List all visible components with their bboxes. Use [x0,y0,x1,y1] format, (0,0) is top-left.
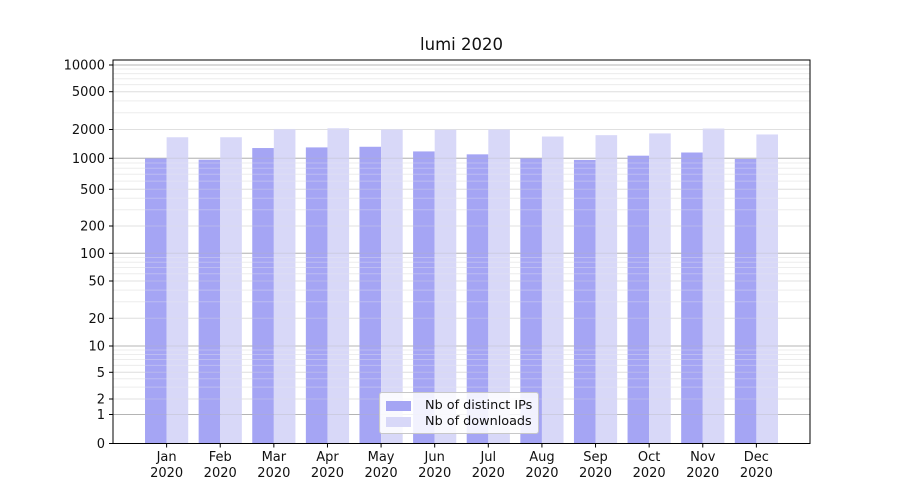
bar-downloads [166,137,189,444]
bar-downloads [327,128,350,444]
chart-title: lumi 2020 [420,35,503,54]
x-tick-label: Dec 2020 [740,450,773,481]
x-tick-label: Jul 2020 [472,450,505,481]
bar-downloads [220,137,242,444]
y-tick-label: 5 [97,366,105,381]
bar-distinct-ips [145,158,167,444]
legend-swatch-distinct-ips [386,400,411,411]
bar-distinct-ips [573,159,596,444]
legend-item-distinct-ips: Nb of distinct IPs [386,398,532,413]
bar-downloads [649,133,671,444]
legend-swatch-downloads [386,416,411,427]
x-tick-label: Apr 2020 [311,450,344,481]
bar-distinct-ips [466,154,489,444]
x-tick-label: Mar 2020 [257,450,290,481]
bar-downloads [434,129,457,444]
x-tick-label: Oct 2020 [633,450,666,481]
legend: Nb of distinct IPs Nb of downloads [379,392,539,434]
bar-downloads [756,134,778,444]
bar-distinct-ips [252,148,274,444]
x-tick-label: Jan 2020 [150,450,183,481]
bar-distinct-ips [734,158,757,444]
bar-distinct-ips [305,147,328,444]
bar-downloads [541,136,564,444]
legend-item-downloads: Nb of downloads [386,414,532,429]
legend-label-distinct-ips: Nb of distinct IPs [425,398,533,413]
y-tick-label: 2 [97,393,105,408]
y-tick-label: 20 [88,312,105,327]
y-tick-label: 50 [88,275,105,290]
bar-distinct-ips [681,152,703,444]
bar-distinct-ips [413,151,435,444]
bar-distinct-ips [359,146,382,444]
x-tick-label: Feb 2020 [204,450,237,481]
bar-downloads [595,135,618,444]
x-tick-label: Jun 2020 [418,450,451,481]
y-tick-label: 10 [88,340,105,355]
x-tick-label: May 2020 [365,450,398,481]
bar-downloads [381,129,403,444]
y-tick-label: 1000 [72,152,105,167]
x-tick-label: Aug 2020 [525,450,558,481]
bar-downloads [702,128,725,444]
y-tick-label: 10000 [64,59,105,74]
bar-distinct-ips [198,159,221,444]
x-tick-label: Sep 2020 [579,450,612,481]
bar-downloads [273,128,296,444]
y-tick-label: 100 [80,247,105,262]
y-tick-label: 1 [97,408,105,423]
bar-downloads [488,129,510,444]
bar-distinct-ips [627,155,650,444]
y-tick-label: 500 [80,183,105,198]
y-tick-label: 5000 [72,85,105,100]
bar-distinct-ips [520,158,542,444]
y-tick-label: 2000 [72,123,105,138]
y-tick-label: 200 [80,220,105,235]
plot-frame [112,59,811,444]
x-tick-label: Nov 2020 [686,450,719,481]
legend-label-downloads: Nb of downloads [425,414,532,429]
y-tick-label: 0 [97,437,105,452]
